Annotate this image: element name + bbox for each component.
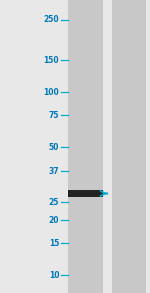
Text: 25: 25 [49,198,59,207]
Bar [68,190,103,197]
Text: 20: 20 [49,216,59,225]
Text: 100: 100 [44,88,59,97]
Text: 75: 75 [49,111,59,120]
Text: 10: 10 [49,271,59,280]
Text: 37: 37 [49,167,59,176]
Text: 50: 50 [49,143,59,152]
Bar [68,0,103,293]
Bar [112,0,146,293]
Text: 250: 250 [44,15,59,24]
Text: 15: 15 [49,239,59,248]
Text: 150: 150 [44,56,59,65]
